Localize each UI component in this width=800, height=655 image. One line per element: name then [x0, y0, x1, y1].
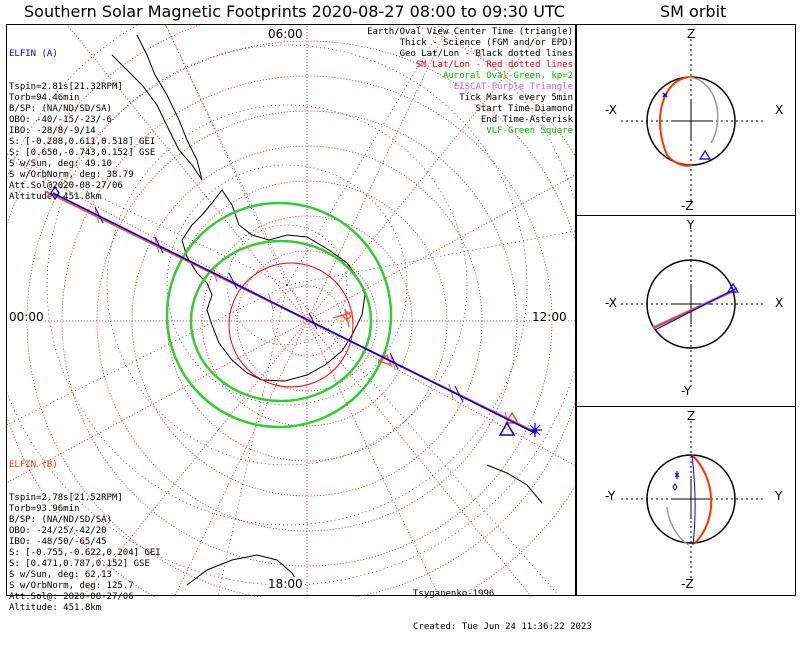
credit-created: Created: Tue Jun 24 11:36:22 2023 [413, 622, 592, 632]
orbit-yz-top: Z [687, 409, 696, 423]
auroral-oval-outer [165, 201, 393, 429]
legend-item: Thick - Science (FGM and/or EPD) [399, 38, 573, 48]
elfin-a-line: Att.Sol@2020-08-27/06 [9, 181, 123, 191]
credit-author: Tsyganenko-1996 [413, 589, 495, 599]
orbit-panel-xz: Z -Z -X X [576, 24, 796, 216]
orbit-xz-left: -X [605, 103, 617, 117]
legend-item: Auroral Oval-Green, kp=2 [442, 71, 573, 81]
main-title: Southern Solar Magnetic Footprints 2020-… [24, 2, 565, 21]
geo-grid [7, 25, 577, 597]
elfin-b-line: Tspin=2.78s[21.52RPM] [9, 493, 123, 503]
orbit-plot-xz [621, 39, 763, 203]
clock-label-top: 06:00 [268, 27, 303, 41]
elfin-a-line: S: [-0.288,0.611,0.518] GEI [9, 137, 156, 147]
orbit-title: SM orbit [660, 2, 727, 21]
elfin-a-line: Tspin=2.81s[21.32RPM] [9, 82, 123, 92]
elfin-b-line: Altitude: 451.8km [9, 603, 102, 613]
orbit-xy-top: Y [687, 218, 695, 232]
elfin-b-line: B/SP: (NA/ND/SD/SA) [9, 515, 112, 525]
elfin-b-lines: Tspin=2.78s[21.52RPM] Torb=93.96min B/SP: … [9, 493, 161, 613]
elfin-a-line: S: [0.650,-0.743,0.152] GSE [9, 148, 156, 158]
legend-item: SM Lat/Lon - Red dotted lines [415, 60, 573, 70]
elfin-a-header: ELFIN (A) [9, 49, 58, 59]
clock-label-left: 00:00 [9, 310, 44, 324]
elfin-b-line: S w/OrbNorm, deg: 125.7 [9, 581, 134, 591]
legend-item: Start Time-Diamond [475, 104, 573, 114]
elfin-a-line: S w/Sun, deg: 49.10 [9, 159, 112, 169]
orbit-panel-yz: Z -Z -Y Y [576, 406, 796, 596]
auroral-oval-inner [189, 239, 373, 403]
elfin-a-track [50, 185, 542, 437]
australia-coastline [186, 554, 303, 591]
south-america-coastline [111, 34, 203, 181]
orbit-xy-left: -X [605, 296, 617, 310]
legend: Earth/Oval View Center Time (triangle) Th… [367, 27, 573, 137]
orbit-xz-top: Z [687, 27, 696, 41]
clock-label-right: 12:00 [532, 310, 567, 324]
elfin-b-line: Torb=93.96min [9, 504, 80, 514]
orbit-yz-right: Y [775, 489, 783, 503]
elfin-a-line: Torb=94.46min [9, 93, 80, 103]
elfin-a-info: ELFIN (A) Tspin=2.81s[21.32RPM] Torb=94.4… [9, 27, 155, 202]
elfin-a-line: S w/OrbNorm, deg: 38.79 [9, 170, 134, 180]
orbit-xy-bottom: -Y [681, 384, 692, 398]
elfin-a-line: OBO: -40/-15/-23/-6 [9, 115, 112, 125]
elfin-b-line: Att.Sol@: 2020-08-27/06 [9, 592, 134, 602]
elfin-b-info: ELFIN (B) Tspin=2.78s[21.52RPM] Torb=93.9… [9, 438, 161, 613]
credit: Tsyganenko-1996 Created: Tue Jun 24 11:3… [413, 567, 592, 655]
legend-item: Geo Lat/Lon - Black dotted lines [399, 49, 573, 59]
orbit-plot-yz [621, 421, 763, 579]
orbit-xz-right: X [775, 103, 784, 117]
orbit-yz-left: -Y [605, 489, 616, 503]
elfin-b-line: OBO: -24/25/-42/20 [9, 526, 107, 536]
elfin-b-line: S w/Sun, deg: 62.13 [9, 570, 112, 580]
elfin-a-line: Altitude: 451.8km [9, 192, 102, 202]
elfin-a-lines: Tspin=2.81s[21.32RPM] Torb=94.46min B/SP: … [9, 82, 155, 202]
orbit-xz-bottom: -Z [681, 199, 694, 213]
legend-item: EISCAT-Purple Triangle [453, 82, 573, 92]
legend-item: Tick Marks every 5min [459, 93, 573, 103]
elfin-a-line: B/SP: (NA/ND/SD/SA) [9, 104, 112, 114]
elfin-a-line: IBO: -28/8/-9/14 [9, 126, 96, 136]
legend-item: End Time-Asterisk [480, 115, 573, 125]
legend-item: VLF-Green Square [486, 126, 573, 136]
elfin-b-line: S: [-0.755,-0.622,0.204] GEI [9, 548, 161, 558]
orbit-panel-xy: Y -Y -X X [576, 215, 796, 407]
elfin-b-header: ELFIN (B) [9, 460, 58, 470]
footprint-map-panel: 06:00 00:00 12:00 18:00 ELFIN (A) Tspin=… [6, 24, 592, 632]
clock-label-bottom: 18:00 [268, 577, 303, 591]
orbit-plot-xy [621, 230, 763, 388]
elfin-b-line: S: [0.471,0.787,0.152] GSE [9, 559, 150, 569]
africa-coastline [486, 464, 543, 504]
orbit-yz-bottom: -Z [681, 577, 694, 591]
sm-pole-circle [228, 262, 354, 388]
legend-item: Earth/Oval View Center Time (triangle) [367, 27, 573, 37]
elfin-b-line: IBO: -48/50/-65/45 [9, 537, 107, 547]
orbit-xy-right: X [775, 296, 784, 310]
